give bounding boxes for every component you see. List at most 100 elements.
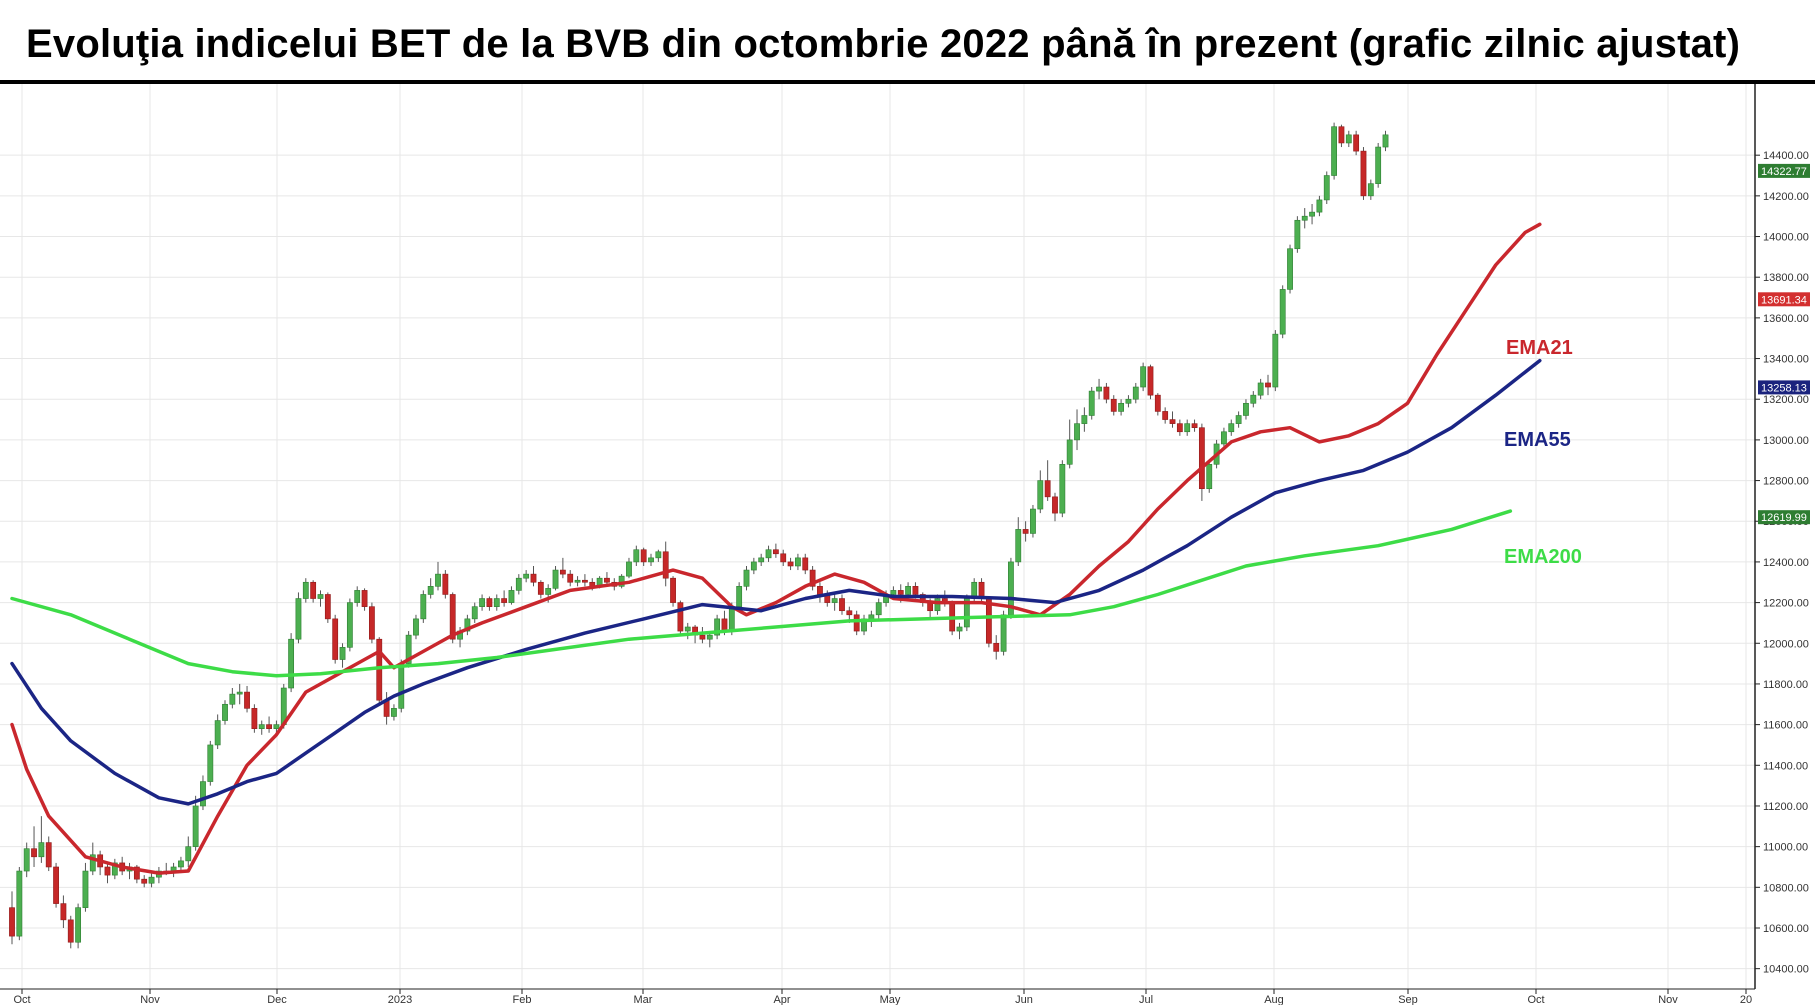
candle-body-up	[420, 594, 427, 620]
candlesticks	[9, 122, 1389, 949]
candle	[75, 903, 82, 949]
y-tick-label: 11000.00	[1763, 842, 1808, 854]
x-tick-label: Aug	[1264, 994, 1284, 1005]
candle	[515, 574, 522, 595]
ema-labels: EMA21 EMA55 EMA200	[1504, 337, 1582, 568]
candle-body-up	[346, 602, 353, 648]
candle-body-up	[479, 598, 485, 607]
candle	[104, 862, 111, 884]
candle	[1147, 364, 1154, 400]
price-tag-value: 14322.77	[1761, 166, 1807, 178]
candle	[1015, 517, 1022, 566]
candle-body-up	[706, 634, 713, 640]
candle	[170, 862, 177, 878]
candle-body-up	[934, 598, 941, 612]
candle-body-down	[817, 586, 823, 595]
ema-line-ema55	[10, 358, 1542, 806]
candle-body-down	[993, 642, 1000, 652]
candle	[31, 826, 37, 867]
candle	[376, 637, 383, 705]
candle-body-up	[655, 551, 662, 559]
candle	[677, 600, 684, 636]
candle-body-down	[104, 866, 111, 876]
price-tag: 14322.77	[1758, 163, 1810, 178]
candle-body-down	[31, 848, 37, 858]
candle	[772, 543, 779, 558]
candle-body-up	[795, 557, 801, 567]
x-tick-label: Feb	[513, 994, 532, 1005]
candle-body-up	[192, 805, 199, 847]
candle	[420, 590, 427, 623]
candle-body-up	[427, 586, 434, 595]
candle	[354, 586, 361, 607]
price-tag: 13691.34	[1758, 292, 1810, 307]
candle	[1338, 124, 1345, 148]
candle	[530, 565, 537, 587]
candle	[471, 602, 478, 623]
candle-body-down	[141, 878, 148, 884]
candle	[1294, 216, 1301, 253]
candle-body-up	[1000, 614, 1007, 652]
candle	[9, 891, 15, 945]
candle-body-up	[831, 598, 838, 603]
ema-line-ema200	[10, 509, 1513, 678]
candle-body-down	[699, 634, 706, 640]
y-tick-label: 12400.00	[1763, 557, 1809, 569]
candle-body-down	[582, 579, 588, 583]
candle-body-down	[376, 638, 383, 701]
candle	[413, 614, 419, 640]
candle-body-up	[1331, 126, 1337, 176]
candle-body-down	[1022, 529, 1029, 534]
price-tags: 14322.77 13691.34 13258.13 12619.99	[1758, 163, 1810, 525]
candle	[1044, 460, 1051, 501]
candle	[1176, 419, 1183, 436]
candle-body-down	[449, 594, 456, 640]
candle	[82, 862, 89, 912]
chart-title: Evoluţia indicelui BET de la BVB din oct…	[26, 22, 1741, 66]
candle-body-up	[1250, 394, 1257, 404]
candle-body-down	[133, 866, 140, 880]
y-tick-label: 11400.00	[1763, 760, 1808, 772]
candle	[1154, 393, 1161, 416]
candle	[501, 590, 508, 607]
candle	[16, 866, 23, 941]
candle	[1345, 130, 1352, 148]
candle-body-down	[897, 590, 904, 595]
candle-body-up	[1367, 183, 1374, 197]
candle-body-up	[214, 720, 221, 746]
candle	[1066, 419, 1073, 469]
candle-body-up	[273, 724, 280, 729]
candle	[148, 873, 155, 888]
candle	[251, 704, 258, 733]
candle	[67, 915, 74, 949]
candle	[1323, 171, 1330, 204]
candle-body-up	[1382, 134, 1389, 148]
candle-body-up	[405, 634, 412, 664]
candle-body-up	[1074, 423, 1080, 441]
candle-body-up	[1243, 402, 1249, 416]
candle	[765, 545, 772, 562]
candle	[1074, 409, 1080, 451]
candle-body-up	[1030, 508, 1036, 534]
candle	[662, 541, 669, 587]
candle-body-up	[1118, 402, 1124, 412]
candle	[442, 570, 449, 599]
candle	[736, 582, 743, 611]
candle	[214, 714, 221, 750]
candle-body-up	[391, 708, 397, 717]
candle	[567, 570, 574, 587]
y-tick-label: 14200.00	[1763, 191, 1809, 203]
candle	[126, 862, 133, 880]
candle	[185, 836, 192, 867]
candle-body-up	[890, 590, 897, 595]
x-tick-label: Oct	[13, 994, 30, 1005]
candle	[1250, 391, 1257, 408]
candle-body-up	[111, 862, 118, 876]
candle	[787, 557, 794, 571]
candle-body-up	[178, 860, 184, 868]
candle	[1316, 195, 1323, 217]
candle	[758, 553, 765, 566]
x-tick-label: Nov	[1658, 994, 1678, 1005]
candle	[266, 716, 272, 733]
candle	[714, 614, 721, 640]
